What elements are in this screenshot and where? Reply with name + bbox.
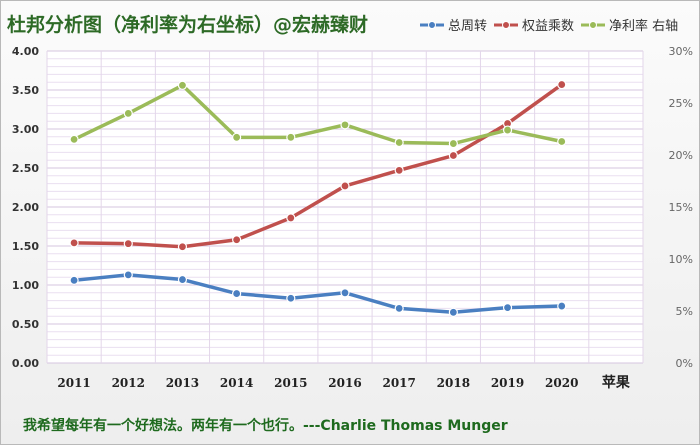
data-point xyxy=(286,213,296,223)
x-tick-label: 2013 xyxy=(166,376,199,390)
data-point xyxy=(69,134,79,144)
y-tick-label: 3.50 xyxy=(12,84,39,97)
x-tick-label: 2016 xyxy=(328,376,361,390)
x-tick-label: 2014 xyxy=(220,376,253,390)
legend-swatch-icon xyxy=(494,20,519,29)
y2-tick-label: 10% xyxy=(669,253,693,266)
y2-tick-label: 0% xyxy=(676,357,693,370)
y-tick-label: 4.00 xyxy=(12,45,39,58)
x-tick-label: 2011 xyxy=(57,376,90,390)
data-point xyxy=(394,303,404,313)
data-point xyxy=(557,301,567,311)
legend-swatch-marker xyxy=(428,20,436,29)
data-point xyxy=(340,288,350,298)
y2-tick-label: 5% xyxy=(676,305,693,318)
x-tick-label: 苹果 xyxy=(602,374,631,391)
y-tick-label: 2.50 xyxy=(12,162,39,175)
data-point xyxy=(177,274,188,285)
y-tick-label: 0.50 xyxy=(12,318,39,331)
data-point xyxy=(69,275,79,285)
data-point xyxy=(448,150,458,161)
y2-tick-label: 15% xyxy=(669,201,693,214)
data-point xyxy=(340,120,350,130)
data-point xyxy=(177,80,188,90)
data-point xyxy=(232,288,242,299)
data-point xyxy=(502,303,513,313)
x-tick-label: 2015 xyxy=(274,376,307,390)
data-point xyxy=(448,307,458,317)
x-tick-label: 2019 xyxy=(491,376,524,390)
legend-label: 权益乘数 xyxy=(522,19,575,34)
x-tick-label: 2017 xyxy=(382,376,415,390)
data-point xyxy=(557,79,567,90)
legend-item: 权益乘数 xyxy=(493,15,574,34)
x-tick-label: 2012 xyxy=(112,376,145,390)
data-point xyxy=(394,165,404,175)
data-point xyxy=(123,108,133,119)
data-point xyxy=(177,242,188,252)
data-point xyxy=(232,132,242,142)
series-line xyxy=(72,273,564,315)
y-tick-label: 0.00 xyxy=(12,357,39,370)
legend-swatch-marker xyxy=(502,20,511,29)
data-point xyxy=(394,137,404,148)
y-tick-label: 3.00 xyxy=(12,123,39,136)
y-tick-label: 1.00 xyxy=(12,279,39,292)
x-tick-label: 2018 xyxy=(437,376,470,390)
legend-label: 净利率 右轴 xyxy=(609,19,679,34)
y-tick-label: 2.00 xyxy=(12,201,39,214)
y2-tick-label: 30% xyxy=(669,45,693,58)
y2-tick-label: 25% xyxy=(669,97,693,110)
data-point xyxy=(123,239,133,249)
quote-text: 我希望每年有一个好想法。两年有一个也行。---Charlie Thomas Mu… xyxy=(23,418,508,434)
legend-swatch-icon xyxy=(420,20,444,29)
data-point xyxy=(69,238,79,248)
legend-swatch-marker xyxy=(589,20,598,29)
series-line xyxy=(72,83,564,146)
legend-item: 净利率 右轴 xyxy=(580,15,678,34)
data-point xyxy=(557,136,567,147)
data-point xyxy=(502,125,513,135)
data-point xyxy=(123,270,133,280)
data-point xyxy=(286,132,296,142)
legend-item: 总周转 xyxy=(419,15,487,34)
x-tick-label: 2020 xyxy=(545,376,578,390)
y-tick-label: 1.50 xyxy=(12,240,39,253)
data-point xyxy=(448,138,458,149)
data-point xyxy=(286,293,296,303)
chart-title: 杜邦分析图（净利率为右坐标）@宏赫臻财 xyxy=(7,14,369,36)
y2-tick-label: 20% xyxy=(669,149,693,162)
data-point xyxy=(232,235,242,245)
legend-swatch-icon xyxy=(581,20,606,29)
data-point xyxy=(340,181,350,191)
series-line xyxy=(72,82,564,249)
legend: 总周转 权益乘数 净利率 右轴 xyxy=(419,15,684,34)
legend-label: 总周转 xyxy=(448,19,488,34)
